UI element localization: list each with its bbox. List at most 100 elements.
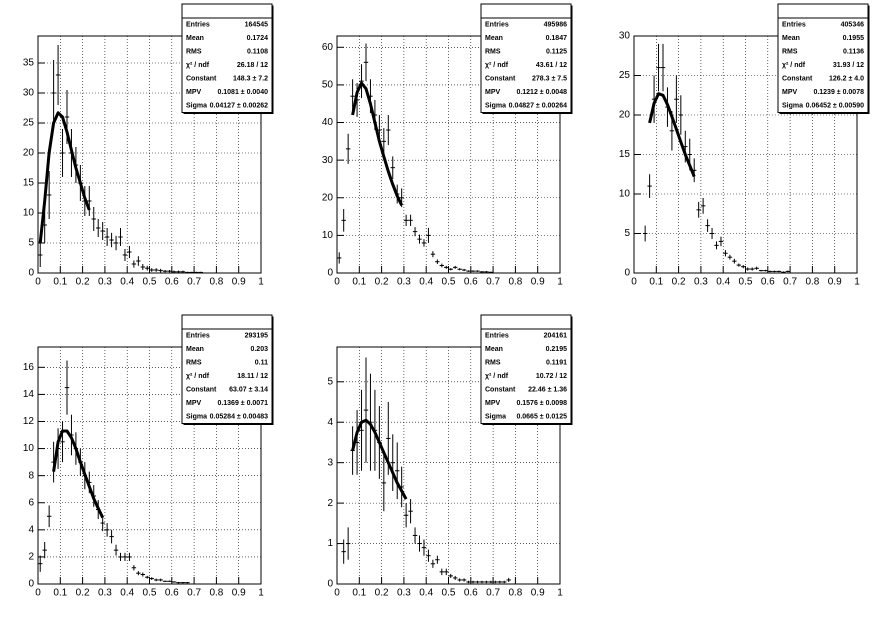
y-tick-label: 14 xyxy=(23,389,35,400)
data-point xyxy=(452,575,458,580)
stats-value: 164545 xyxy=(245,22,268,29)
data-point xyxy=(38,555,43,572)
y-tick-label: 0 xyxy=(327,268,333,279)
stats-value: 0.2195 xyxy=(546,346,568,353)
data-point xyxy=(109,232,114,248)
stats-label: Constant xyxy=(485,387,516,394)
stats-label: Mean xyxy=(485,346,503,353)
x-tick-label: 0.2 xyxy=(375,277,389,288)
fit-curve xyxy=(351,81,404,206)
x-tick-label: 0.3 xyxy=(694,277,708,288)
stats-label: Sigma xyxy=(186,414,207,421)
stats-value: 0.1239 ± 0.0078 xyxy=(813,89,864,96)
data-point xyxy=(448,268,453,271)
data-point xyxy=(426,227,431,243)
x-tick-label: 0.7 xyxy=(187,277,201,288)
data-point xyxy=(767,270,773,273)
data-point xyxy=(714,241,719,250)
data-point xyxy=(153,578,159,582)
x-tick-label: 0.1 xyxy=(53,588,67,599)
x-tick-label: 0.6 xyxy=(165,588,179,599)
data-point xyxy=(718,236,724,247)
data-point xyxy=(502,580,507,584)
stats-value: 0.04827 ± 0.00264 xyxy=(509,103,567,110)
data-point xyxy=(408,214,413,226)
x-tick-label: 0.9 xyxy=(531,277,545,288)
x-tick-label: 0.9 xyxy=(232,277,246,288)
x-tick-label: 0.8 xyxy=(209,588,223,599)
data-point xyxy=(42,542,47,559)
data-point xyxy=(417,234,422,244)
x-tick-label: 0.6 xyxy=(165,277,179,288)
data-point xyxy=(484,580,489,584)
stats-label: Mean xyxy=(782,35,800,42)
fit-curve xyxy=(351,418,408,500)
y-tick-label: 30 xyxy=(322,155,334,166)
data-point xyxy=(678,95,684,135)
stats-label: χ² / ndf xyxy=(782,62,806,69)
x-tick-label: 0.5 xyxy=(442,588,456,599)
data-point xyxy=(122,249,128,261)
stats-value: 26.18 / 12 xyxy=(237,62,268,69)
y-tick-label: 5 xyxy=(327,376,333,387)
stats-label: Entries xyxy=(485,333,509,340)
data-point xyxy=(457,578,462,582)
y-tick-label: 12 xyxy=(23,416,35,427)
y-tick-label: 30 xyxy=(23,88,35,99)
data-point xyxy=(104,228,110,246)
stats-value: 0.11 xyxy=(255,360,268,367)
data-point xyxy=(60,421,65,463)
data-point xyxy=(337,252,342,264)
x-tick-label: 0.2 xyxy=(375,588,389,599)
data-point xyxy=(345,527,351,560)
data-point xyxy=(700,197,706,214)
y-tick-label: 0 xyxy=(327,579,333,590)
data-point xyxy=(64,360,70,415)
pad: 0 0.1 0.2 0.3 0.4 0.5 0.6 0.7 0.8 0.9 1 0 1 2 3 4 5 Entri… xyxy=(327,314,573,599)
x-tick-label: 0.5 xyxy=(143,588,157,599)
x-tick-label: 0.5 xyxy=(442,277,456,288)
x-tick-label: 1 xyxy=(258,588,264,599)
data-point xyxy=(145,575,150,579)
stats-bg xyxy=(181,314,273,424)
stats-label: Constant xyxy=(485,76,516,83)
data-point xyxy=(167,270,172,273)
x-tick-label: 0.8 xyxy=(508,588,522,599)
x-tick-label: 0.1 xyxy=(352,277,366,288)
data-point xyxy=(176,581,181,584)
data-point xyxy=(91,207,96,231)
data-point xyxy=(417,535,422,552)
data-point xyxy=(149,268,154,272)
stats-bg xyxy=(181,3,273,113)
data-point xyxy=(488,271,494,273)
x-tick-label: 0.7 xyxy=(783,277,797,288)
y-tick-label: 30 xyxy=(619,31,631,42)
data-point xyxy=(785,270,791,273)
data-point xyxy=(359,64,364,99)
y-tick-label: 10 xyxy=(23,208,35,219)
data-point xyxy=(341,209,346,232)
data-point xyxy=(466,580,471,584)
data-point xyxy=(732,258,737,264)
data-point xyxy=(145,265,150,271)
stats-label: RMS xyxy=(782,49,798,56)
y-tick-label: 10 xyxy=(322,230,334,241)
plot-area xyxy=(642,43,791,273)
stats-value: 63.07 ± 3.14 xyxy=(229,387,268,394)
data-point xyxy=(741,265,746,269)
data-point xyxy=(395,442,400,500)
y-tick-label: 40 xyxy=(322,117,334,128)
data-point xyxy=(122,552,128,561)
data-point xyxy=(461,268,467,272)
x-tick-label: 0.6 xyxy=(464,277,478,288)
y-tick-label: 20 xyxy=(23,148,35,159)
data-point xyxy=(421,539,427,556)
data-point xyxy=(493,580,498,584)
data-point xyxy=(412,527,418,544)
x-tick-label: 0.4 xyxy=(716,277,730,288)
data-point xyxy=(180,581,186,584)
data-point xyxy=(359,389,364,471)
x-tick-label: 0.8 xyxy=(805,277,819,288)
y-tick-label: 0 xyxy=(28,579,34,590)
data-point xyxy=(167,580,172,582)
